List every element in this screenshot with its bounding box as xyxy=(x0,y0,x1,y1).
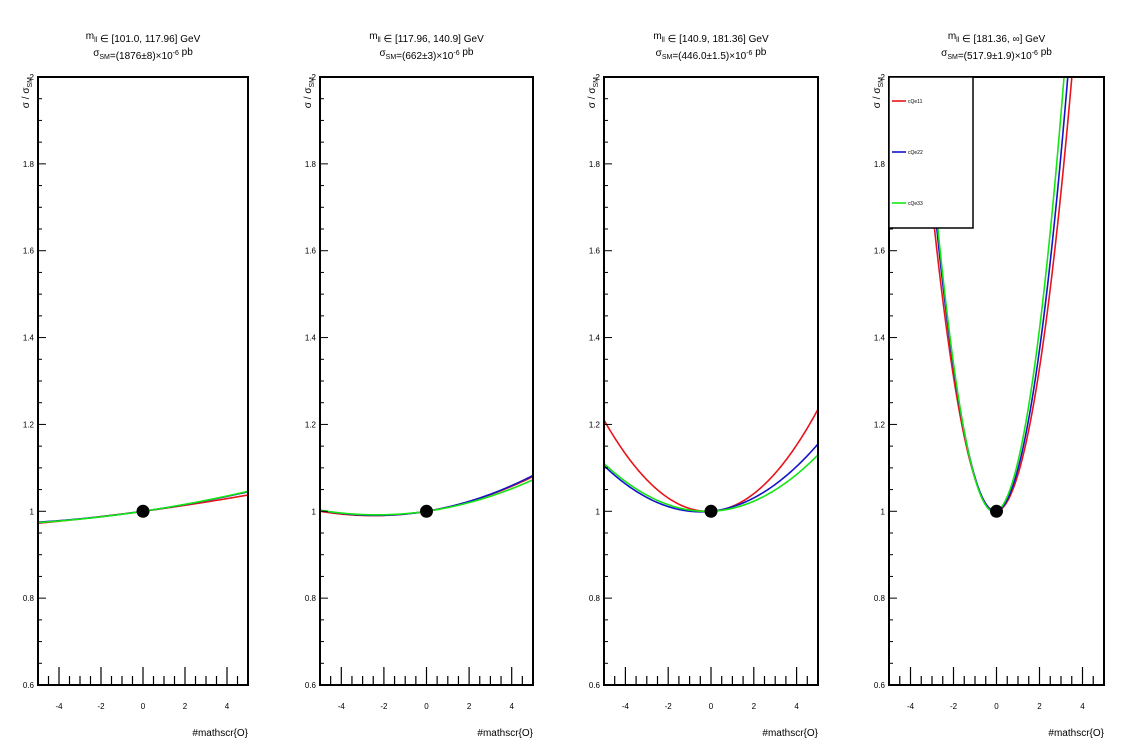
y-axis-title: σ / σSM xyxy=(872,77,885,108)
panel-title-range: mll ∈ [117.96, 140.9] GeV xyxy=(369,31,484,45)
y-tick-label: 1.4 xyxy=(305,334,317,343)
y-tick-label: 1.8 xyxy=(23,160,35,169)
y-tick-label: 1.4 xyxy=(874,334,886,343)
x-tick-label: 0 xyxy=(994,702,999,711)
y-tick-label: 1.2 xyxy=(589,420,601,429)
panel-3: mll ∈ [140.9, 181.36] GeV σSM=(446.0±1.5)… xyxy=(587,31,819,739)
y-tick-label: 0.8 xyxy=(23,594,35,603)
y-tick-label: 0.6 xyxy=(23,681,35,690)
y-tick-label: 1.8 xyxy=(874,160,886,169)
y-tick-label: 2 xyxy=(881,73,886,82)
y-tick-label: 0.8 xyxy=(874,594,886,603)
legend-box xyxy=(888,76,974,229)
x-tick-label: -2 xyxy=(950,702,958,711)
x-tick-label: -2 xyxy=(97,702,105,711)
y-tick-label: 0.6 xyxy=(874,681,886,690)
y-tick-label: 1.6 xyxy=(305,247,317,256)
y-tick-label: 0.8 xyxy=(305,594,317,603)
sm-point xyxy=(420,504,433,518)
panel-4: mll ∈ [181.36, ∞] GeV σSM=(517.9±1.9)×10-… xyxy=(872,31,1105,739)
y-tick-label: 1.6 xyxy=(589,247,601,256)
x-tick-label: 4 xyxy=(225,702,230,711)
x-tick-label: 0 xyxy=(709,702,714,711)
x-tick-label: 4 xyxy=(794,702,799,711)
y-tick-label: 1 xyxy=(596,507,601,516)
panel-title-range: mll ∈ [181.36, ∞] GeV xyxy=(948,31,1046,45)
sm-point xyxy=(136,504,150,518)
x-tick-label: 4 xyxy=(1080,702,1085,711)
y-tick-label: 0.8 xyxy=(589,594,601,603)
legend-label: cQe33 xyxy=(908,201,923,207)
y-axis-title: σ / σSM xyxy=(587,77,600,108)
y-tick-label: 0.6 xyxy=(589,681,601,690)
x-tick-label: 2 xyxy=(1037,702,1042,711)
x-tick-label: -4 xyxy=(622,702,630,711)
x-tick-label: 0 xyxy=(424,702,429,711)
series-line-cQe33 xyxy=(604,454,818,513)
y-tick-label: 0.6 xyxy=(305,681,317,690)
y-tick-label: 1 xyxy=(312,507,317,516)
y-tick-label: 1.2 xyxy=(305,420,317,429)
x-axis-title: #mathscr{O} xyxy=(477,728,533,739)
y-tick-label: 1.6 xyxy=(874,247,886,256)
x-tick-label: -4 xyxy=(907,702,915,711)
plot-frame xyxy=(37,76,249,686)
y-axis-title: σ / σSM xyxy=(303,77,316,108)
panel-title-xsec: σSM=(662±3)×10-6 pb xyxy=(379,47,473,62)
y-tick-label: 1.4 xyxy=(589,334,601,343)
legend-label: cQe22 xyxy=(908,150,923,156)
y-tick-label: 1.8 xyxy=(589,160,601,169)
x-tick-label: 4 xyxy=(509,702,514,711)
y-tick-label: 1.6 xyxy=(23,247,35,256)
x-tick-label: 2 xyxy=(183,702,188,711)
plot-frame xyxy=(319,76,534,686)
sm-point xyxy=(704,504,718,518)
x-tick-label: 2 xyxy=(467,702,472,711)
x-axis-title: #mathscr{O} xyxy=(1048,728,1104,739)
y-axis-title: σ / σSM xyxy=(21,77,34,108)
y-tick-label: 2 xyxy=(596,73,601,82)
x-tick-label: -4 xyxy=(55,702,63,711)
x-tick-label: 2 xyxy=(752,702,757,711)
panel-1: mll ∈ [101.0, 117.96] GeV σSM=(1876±8)×10… xyxy=(21,31,249,739)
y-tick-label: 1 xyxy=(881,507,886,516)
series-line-cQe22 xyxy=(604,443,818,513)
legend-label: cQe11 xyxy=(908,99,923,105)
x-axis-title: #mathscr{O} xyxy=(762,728,818,739)
panel-title-xsec: σSM=(517.9±1.9)×10-6 pb xyxy=(941,47,1052,62)
panel-title-range: mll ∈ [101.0, 117.96] GeV xyxy=(86,31,201,45)
legend: cQe11 cQe22 cQe33 xyxy=(888,76,974,229)
y-tick-label: 1 xyxy=(30,507,35,516)
y-tick-label: 1.2 xyxy=(874,420,886,429)
sm-point xyxy=(990,504,1003,518)
x-tick-label: -2 xyxy=(665,702,673,711)
y-tick-label: 1.8 xyxy=(305,160,317,169)
y-tick-label: 1.2 xyxy=(23,420,35,429)
y-tick-label: 1.4 xyxy=(23,334,35,343)
y-tick-label: 2 xyxy=(312,73,317,82)
panel-2: mll ∈ [117.96, 140.9] GeV σSM=(662±3)×10-… xyxy=(303,31,534,739)
panel-title-xsec: σSM=(1876±8)×10-6 pb xyxy=(93,47,193,62)
x-tick-label: 0 xyxy=(141,702,146,711)
y-tick-label: 2 xyxy=(30,73,35,82)
x-axis-title: #mathscr{O} xyxy=(192,728,248,739)
x-tick-label: -2 xyxy=(380,702,388,711)
plot-frame xyxy=(603,76,819,686)
series-line-cQe11 xyxy=(604,408,818,513)
x-tick-label: -4 xyxy=(338,702,346,711)
panel-title-range: mll ∈ [140.9, 181.36] GeV xyxy=(653,31,769,45)
panel-title-xsec: σSM=(446.0±1.5)×10-6 pb xyxy=(656,47,767,62)
